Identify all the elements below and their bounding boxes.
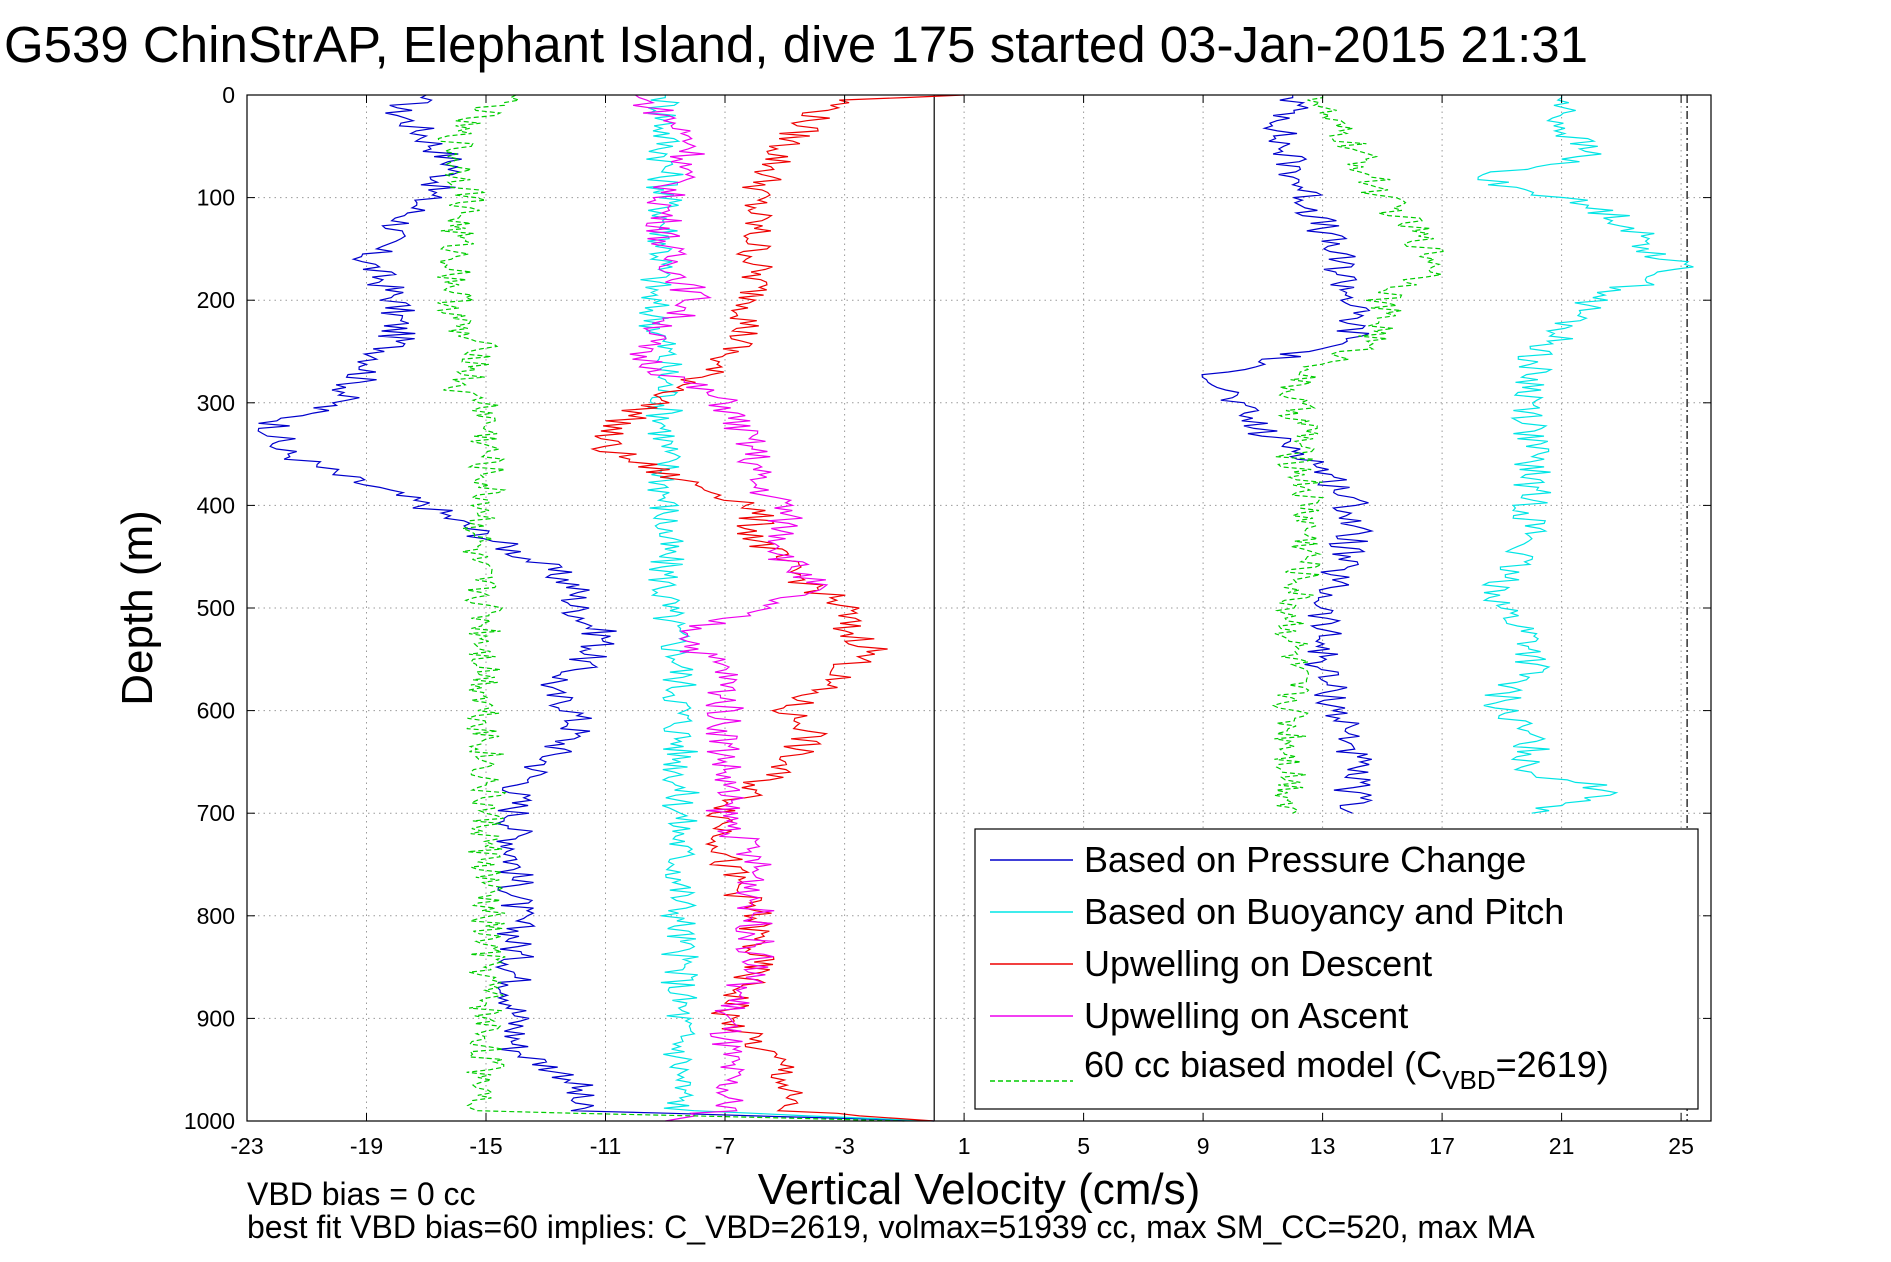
legend-label-text: Based on Buoyancy and Pitch bbox=[1084, 891, 1564, 932]
y-tick-label: 200 bbox=[197, 287, 235, 313]
y-tick-label: 700 bbox=[197, 800, 235, 826]
chart-title: G539 ChinStrAP, Elephant Island, dive 17… bbox=[4, 16, 1588, 73]
y-tick-label: 800 bbox=[197, 903, 235, 929]
y-tick-label: 1000 bbox=[184, 1108, 235, 1134]
series-line bbox=[629, 94, 829, 1122]
y-tick-label: 300 bbox=[197, 390, 235, 416]
y-tick-label: 400 bbox=[197, 492, 235, 518]
legend-label: Based on Pressure Change bbox=[1084, 839, 1526, 880]
y-axis-label: Depth (m) bbox=[113, 510, 162, 706]
x-tick-label: 25 bbox=[1668, 1133, 1694, 1159]
y-tick-label: 500 bbox=[197, 595, 235, 621]
legend-box bbox=[974, 828, 1699, 1110]
x-tick-label: 1 bbox=[958, 1133, 971, 1159]
series-line bbox=[257, 94, 935, 1122]
y-tick-label: 0 bbox=[222, 82, 235, 108]
legend: Based on Pressure Change Based on Buoyanc… bbox=[974, 828, 1699, 1110]
x-tick-label: -3 bbox=[834, 1133, 854, 1159]
x-tick-label: -7 bbox=[715, 1133, 735, 1159]
axis-ticks: -23 -19 -15 -11 -7 -3 1 5 9 13 17 21 25 0 100 200 300 400… bbox=[184, 82, 1711, 1159]
x-tick-label: 17 bbox=[1429, 1133, 1455, 1159]
x-tick-label: -11 bbox=[590, 1133, 622, 1159]
x-tick-label: 21 bbox=[1549, 1133, 1575, 1159]
legend-label: Upwelling on Descent bbox=[1084, 943, 1432, 984]
legend-label-tail: =2619) bbox=[1496, 1044, 1609, 1085]
series-line bbox=[638, 95, 935, 1122]
series-layer bbox=[257, 94, 1694, 1122]
legend-label: Based on Buoyancy and Pitch bbox=[1084, 891, 1564, 932]
legend-label-subscript: VBD bbox=[1442, 1065, 1495, 1095]
series-line bbox=[1271, 95, 1444, 814]
legend-label: 60 cc biased model (CVBD=2619) bbox=[1084, 1044, 1609, 1095]
legend-label-text: 60 cc biased model (C bbox=[1084, 1044, 1442, 1085]
y-tick-label: 600 bbox=[197, 698, 235, 724]
legend-label-text: Upwelling on Ascent bbox=[1084, 995, 1408, 1036]
x-axis-label: Vertical Velocity (cm/s) bbox=[758, 1165, 1201, 1214]
series-line bbox=[1201, 95, 1375, 814]
legend-label: Upwelling on Ascent bbox=[1084, 995, 1408, 1036]
series-line bbox=[590, 94, 965, 1122]
legend-label-text: Based on Pressure Change bbox=[1084, 839, 1526, 880]
series-line bbox=[1477, 95, 1694, 814]
x-tick-label: 5 bbox=[1077, 1133, 1090, 1159]
x-tick-label: -23 bbox=[230, 1133, 263, 1159]
vbd-bias-annotation: VBD bias = 0 cc bbox=[247, 1176, 476, 1212]
x-tick-label: 13 bbox=[1310, 1133, 1336, 1159]
series-line bbox=[436, 94, 905, 1122]
x-tick-label: -15 bbox=[469, 1133, 502, 1159]
x-tick-label: 9 bbox=[1197, 1133, 1210, 1159]
best-fit-annotation: best fit VBD bias=60 implies: C_VBD=2619… bbox=[247, 1209, 1535, 1245]
x-tick-label: -19 bbox=[350, 1133, 383, 1159]
legend-label-text: Upwelling on Descent bbox=[1084, 943, 1432, 984]
y-tick-label: 900 bbox=[197, 1005, 235, 1031]
y-tick-label: 100 bbox=[197, 185, 235, 211]
plot-frame bbox=[246, 94, 1712, 1122]
